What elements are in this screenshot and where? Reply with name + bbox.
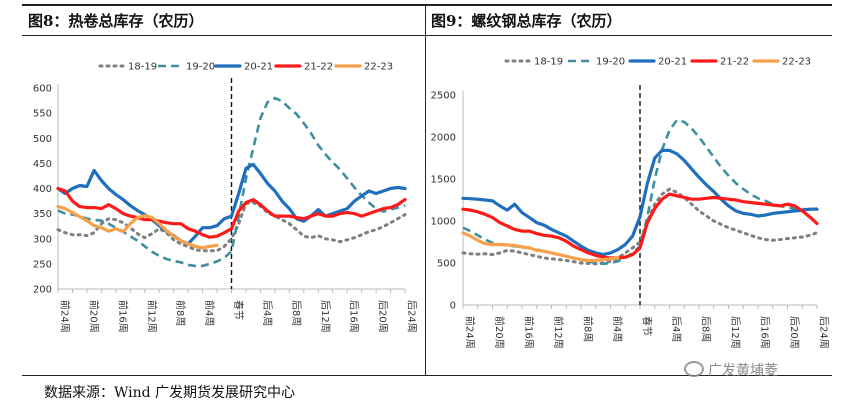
y-tick-label: 300	[33, 234, 52, 245]
legend-label-22-23: 22-23	[782, 57, 811, 68]
x-tick-label: 后20周	[377, 300, 389, 333]
legend-label-19-20: 19-20	[596, 57, 625, 68]
x-tick-label: 春节	[641, 316, 653, 336]
title-rule-right	[426, 35, 832, 36]
y-tick-label: 250	[33, 259, 52, 270]
x-tick-label: 后20周	[788, 316, 800, 349]
chart-title-hot-rolled: 图8：热卷总库存（农历）	[28, 12, 204, 30]
y-tick-label: 0	[450, 301, 456, 312]
series-line-20-21	[56, 162, 407, 246]
series-line-22-23	[56, 205, 219, 250]
y-tick-label: 2000	[431, 133, 456, 144]
x-tick-label: 前16周	[523, 316, 536, 349]
x-tick-label: 前8周	[582, 316, 595, 342]
y-tick-label: 1000	[431, 217, 456, 228]
x-tick-label: 后12周	[729, 316, 741, 349]
legend-label-18-19: 18-19	[534, 57, 563, 68]
x-tick-label: 春节	[232, 300, 244, 320]
watermark-text: 广发黄埔菱	[708, 363, 778, 379]
x-tick-label: 前20周	[87, 300, 100, 333]
legend-label-19-20: 19-20	[186, 62, 215, 73]
y-tick-label: 2500	[431, 91, 456, 102]
x-tick-label: 前12周	[552, 316, 565, 349]
series-line-18-19	[56, 201, 407, 253]
legend-label-18-19: 18-19	[128, 62, 157, 73]
x-tick-label: 前4周	[203, 300, 216, 326]
x-tick-label: 后8周	[290, 300, 302, 326]
y-tick-label: 450	[33, 159, 52, 170]
top-border	[22, 4, 832, 6]
y-tick-label: 200	[33, 285, 52, 296]
watermark: 广发黄埔菱	[684, 360, 778, 380]
legend-label-21-22: 21-22	[304, 62, 333, 73]
x-tick-label: 前16周	[116, 300, 129, 333]
y-tick-label: 550	[33, 109, 52, 120]
x-tick-label: 后16周	[348, 300, 360, 333]
series-line-22-23	[461, 231, 620, 263]
x-tick-label: 后8周	[700, 316, 712, 342]
y-tick-label: 600	[33, 84, 52, 95]
y-tick-label: 400	[33, 184, 52, 195]
series-line-18-19	[461, 187, 819, 266]
x-tick-label: 前8周	[174, 300, 187, 326]
x-tick-label: 后12周	[319, 300, 331, 333]
x-tick-label: 后4周	[261, 300, 273, 326]
rebar-inventory-chart: 2500 2000 1500 1000 500 0 前24周 前20周 前16周 前12周 前8周 前…	[431, 57, 830, 349]
series-line-19-20	[57, 96, 406, 268]
x-tick-label: 后24周	[406, 300, 418, 333]
legend-label-22-23: 22-23	[364, 62, 393, 73]
x-tick-label: 后16周	[759, 316, 771, 349]
x-tick-label: 后4周	[670, 316, 682, 342]
y-tick-label: 1500	[431, 175, 456, 186]
x-tick-label: 前24周	[464, 316, 477, 349]
bottom-border	[22, 375, 832, 376]
x-tick-label: 前4周	[611, 316, 624, 342]
series-line-21-22	[56, 186, 407, 239]
legend-label-20-21: 20-21	[658, 57, 687, 68]
title-rule-left	[22, 35, 425, 36]
x-tick-label: 后24周	[818, 316, 830, 349]
data-source-note: 数据来源：Wind 广发期货发展研究中心	[44, 385, 296, 401]
series-line-21-22	[461, 192, 819, 260]
legend-label-21-22: 21-22	[720, 57, 749, 68]
panel-divider	[425, 6, 426, 375]
legend-label-20-21: 20-21	[244, 62, 273, 73]
x-tick-label: 前20周	[493, 316, 506, 349]
hot-rolled-inventory-chart: 600 550 500 450 400 350 300 250 200 前24周 前20周 前16周 前…	[33, 62, 418, 333]
wechat-icon	[684, 361, 704, 377]
y-tick-label: 500	[437, 259, 456, 270]
series-line-20-21	[461, 148, 819, 257]
y-tick-label: 350	[33, 209, 52, 220]
y-tick-label: 500	[33, 134, 52, 145]
x-tick-label: 前12周	[145, 300, 158, 333]
chart-title-rebar: 图9：螺纹钢总库存（农历）	[431, 12, 622, 30]
x-tick-label: 前24周	[59, 300, 72, 333]
